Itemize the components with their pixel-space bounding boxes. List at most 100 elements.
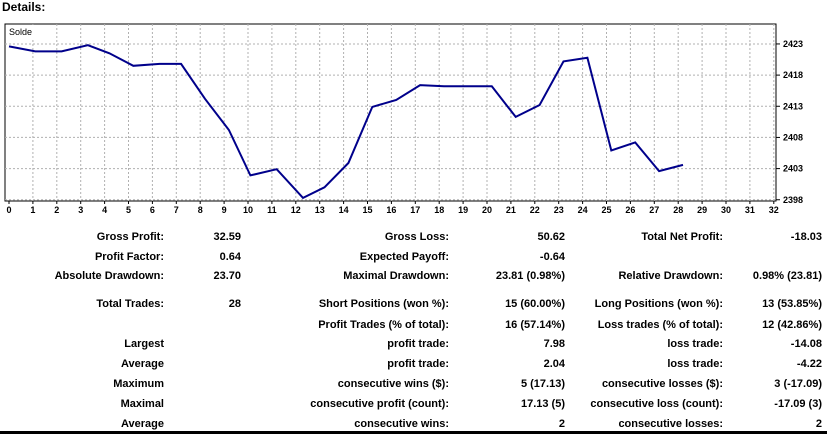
- stats-row: Absolute Drawdown: 23.70 Maximal Drawdown:…: [0, 268, 827, 284]
- stats-row: Profit Factor: 0.64 Expected Payoff: -0.64: [0, 249, 827, 265]
- x-tick-label: 7: [174, 205, 179, 215]
- stat-value: 12 (42.86%): [762, 319, 822, 331]
- stat-value: 2: [815, 418, 822, 430]
- stat-value: 28: [228, 298, 241, 310]
- x-tick-label: 17: [410, 205, 420, 215]
- stats-row: Gross Profit: 32.59 Gross Loss: 50.62 Total …: [0, 229, 827, 245]
- x-tick-label: 1: [30, 205, 35, 215]
- x-tick-label: 0: [6, 205, 11, 215]
- x-tick-label: 10: [243, 205, 253, 215]
- x-tick-label: 31: [745, 205, 755, 215]
- x-tick-label: 9: [222, 205, 227, 215]
- stat-label: Loss trades (% of total):: [597, 319, 723, 331]
- stat-label: Largest: [124, 338, 164, 350]
- stat-value: 2: [558, 418, 565, 430]
- stat-label: profit trade:: [387, 358, 449, 370]
- y-tick-label: 2398: [783, 195, 803, 205]
- stats-row: Average profit trade: 2.04 loss trade: -4.22: [0, 356, 827, 372]
- x-tick-label: 6: [150, 205, 155, 215]
- stat-label: profit trade:: [387, 338, 449, 350]
- stat-value: 17.13 (5): [520, 398, 565, 410]
- x-tick-label: 25: [601, 205, 611, 215]
- stat-label: Total Trades:: [96, 298, 164, 310]
- stat-label: Gross Profit:: [96, 231, 164, 243]
- stat-label: loss trade:: [667, 358, 723, 370]
- balance-line: [8, 44, 684, 200]
- stat-label: Maximum: [113, 378, 164, 390]
- stat-value: 32.59: [213, 231, 241, 243]
- x-tick-label: 16: [386, 205, 396, 215]
- x-tick-label: 28: [673, 205, 683, 215]
- bottom-border: [0, 431, 827, 434]
- x-tick-label: 3: [78, 205, 83, 215]
- x-tick-label: 14: [339, 205, 349, 215]
- stats-row: Largest profit trade: 7.98 loss trade: -14.0…: [0, 336, 827, 352]
- x-tick-label: 13: [315, 205, 325, 215]
- x-tick-label: 2: [54, 205, 59, 215]
- stat-label: consecutive wins ($):: [337, 378, 449, 390]
- x-tick-label: 5: [126, 205, 131, 215]
- stat-label: consecutive profit (count):: [310, 398, 449, 410]
- stat-label: Long Positions (won %):: [594, 298, 723, 310]
- stats-row: Total Trades: 28 Short Positions (won %): 1…: [0, 296, 827, 312]
- stat-value: 23.70: [213, 270, 241, 282]
- plot-area: [4, 23, 777, 202]
- stats-row: Average consecutive wins: 2 consecutive los…: [0, 416, 827, 432]
- stat-label: Maximal: [120, 398, 164, 410]
- x-tick-label: 29: [697, 205, 707, 215]
- stat-value: 13 (53.85%): [762, 298, 822, 310]
- stats-row: Maximum consecutive wins ($): 5 (17.13) con…: [0, 376, 827, 392]
- x-tick-label: 8: [198, 205, 203, 215]
- x-tick-label: 26: [625, 205, 635, 215]
- stat-value: 23.81 (0.98%): [495, 270, 565, 282]
- x-tick-label: 15: [362, 205, 372, 215]
- x-axis: 0 1 2 3 4 5 6 7 8 9 10 11 12 13 14 15 16 17 18 19 20 21 22 23 24…: [6, 201, 779, 215]
- stat-value: 0.98% (23.81): [752, 270, 822, 282]
- x-tick-label: 27: [649, 205, 659, 215]
- stat-value: 3 (-17.09): [774, 378, 822, 390]
- x-tick-label: 22: [530, 205, 540, 215]
- stat-value: -0.64: [539, 251, 565, 263]
- stat-label: Absolute Drawdown:: [54, 270, 164, 282]
- stat-label: Short Positions (won %):: [318, 298, 449, 310]
- y-tick-label: 2423: [783, 39, 803, 49]
- stat-label: Profit Factor:: [94, 251, 164, 263]
- stat-label: Average: [120, 358, 164, 370]
- legend-label: Solde: [9, 27, 32, 37]
- y-tick-label: 2408: [783, 132, 803, 142]
- stat-value: 16 (57.14%): [505, 319, 565, 331]
- x-tick-label: 20: [482, 205, 492, 215]
- stat-value: 50.62: [537, 231, 565, 243]
- stat-label: consecutive loss (count):: [590, 398, 723, 410]
- stat-value: 15 (60.00%): [505, 298, 565, 310]
- stat-label: Expected Payoff:: [359, 251, 449, 263]
- stat-value: 7.98: [543, 338, 565, 350]
- stats-row: Maximal consecutive profit (count): 17.13 …: [0, 396, 827, 412]
- stats-row: Profit Trades (% of total): 16 (57.14%) Lo…: [0, 317, 827, 333]
- stat-label: Maximal Drawdown:: [343, 270, 449, 282]
- stat-value: 5 (17.13): [520, 378, 565, 390]
- grid: [5, 24, 776, 201]
- stat-value: -17.09 (3): [774, 398, 822, 410]
- details-title: Details:: [2, 0, 46, 14]
- stat-label: consecutive losses ($):: [601, 378, 723, 390]
- y-tick-label: 2413: [783, 101, 803, 111]
- x-tick-label: 30: [721, 205, 731, 215]
- stat-label: consecutive wins:: [354, 418, 449, 430]
- stat-value: -18.03: [790, 231, 822, 243]
- x-tick-label: 23: [554, 205, 564, 215]
- stat-value: 2.04: [543, 358, 565, 370]
- y-axis: 2423 2418 2413 2408 2403 2398: [776, 39, 803, 205]
- x-tick-label: 21: [506, 205, 516, 215]
- stat-label: Total Net Profit:: [641, 231, 723, 243]
- stat-value: 0.64: [219, 251, 241, 263]
- stat-label: loss trade:: [667, 338, 723, 350]
- x-tick-label: 4: [102, 205, 107, 215]
- x-tick-label: 18: [434, 205, 444, 215]
- y-tick-label: 2418: [783, 70, 803, 80]
- x-tick-label: 11: [267, 205, 277, 215]
- stat-value: -4.22: [796, 358, 822, 370]
- legend-box: [6, 25, 36, 38]
- x-tick-label: 24: [578, 205, 588, 215]
